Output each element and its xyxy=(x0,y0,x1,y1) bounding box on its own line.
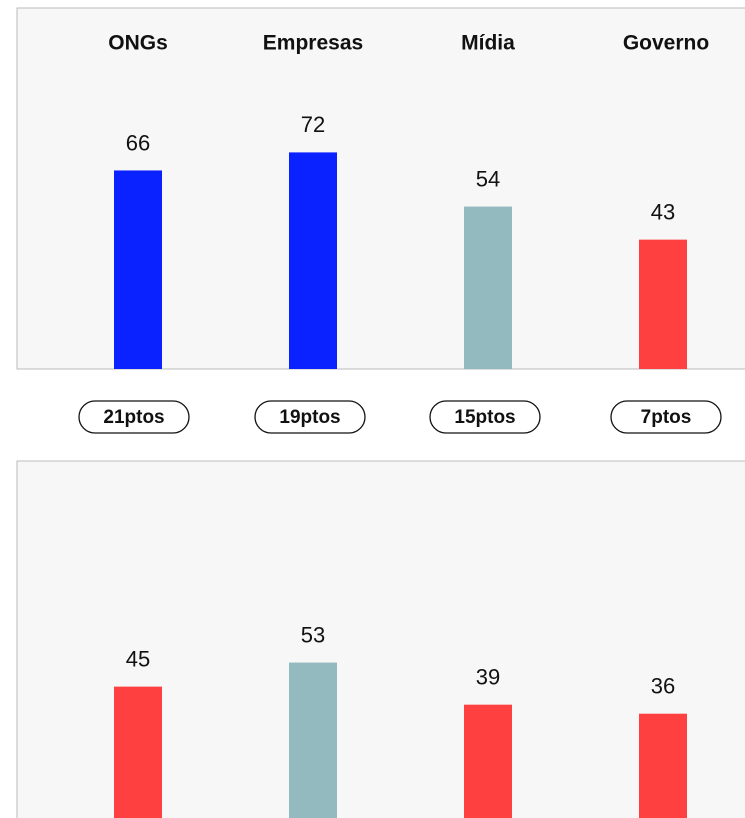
bar xyxy=(639,239,687,369)
bar xyxy=(464,704,512,818)
value-label: 39 xyxy=(476,664,500,689)
difference-label: 7ptos xyxy=(641,407,692,428)
value-label: 54 xyxy=(476,166,500,191)
value-label: 72 xyxy=(301,112,325,137)
category-label: ONGs xyxy=(108,32,168,55)
bar xyxy=(464,206,512,369)
difference-pill xyxy=(254,400,366,434)
difference-pill xyxy=(610,400,722,434)
bar xyxy=(289,662,337,818)
value-label: 43 xyxy=(651,199,675,224)
category-label: Mídia xyxy=(461,32,515,55)
value-label: 36 xyxy=(651,674,675,699)
value-label: 45 xyxy=(126,646,150,671)
value-label: 66 xyxy=(126,130,150,155)
value-label: 53 xyxy=(301,622,325,647)
bar xyxy=(289,152,337,369)
difference-pill xyxy=(429,400,541,434)
bar xyxy=(114,686,162,818)
difference-label: 15ptos xyxy=(454,407,515,428)
difference-pill xyxy=(78,400,190,434)
difference-label: 19ptos xyxy=(279,407,340,428)
difference-label: 21ptos xyxy=(103,407,164,428)
bar xyxy=(114,170,162,369)
category-label: Empresas xyxy=(263,32,363,55)
bar xyxy=(639,713,687,818)
category-label: Governo xyxy=(623,32,709,55)
